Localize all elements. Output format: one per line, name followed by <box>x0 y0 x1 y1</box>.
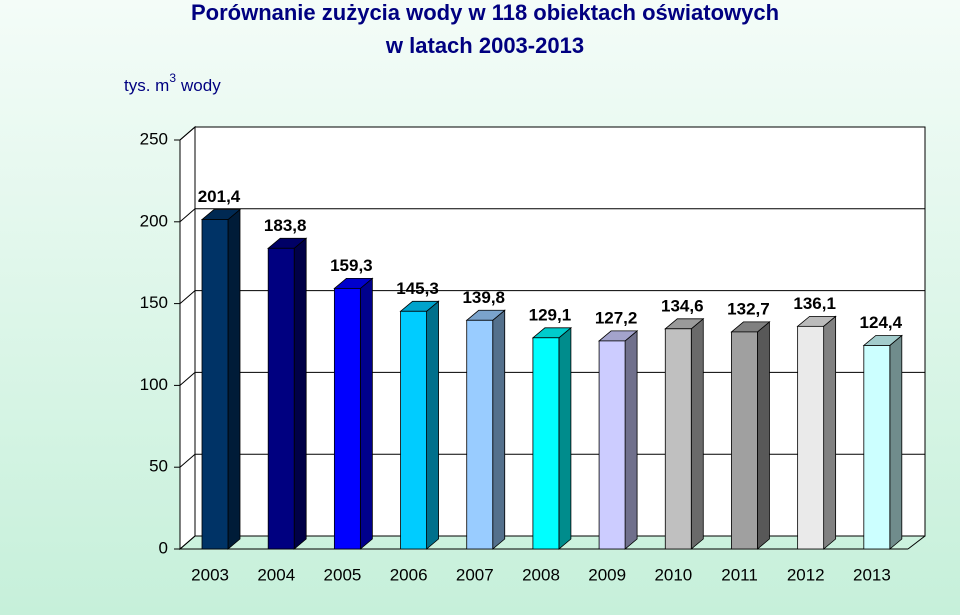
grid-line-side <box>179 453 196 468</box>
value-label: 124,4 <box>860 313 903 332</box>
y-tick-label: 250 <box>140 129 168 148</box>
x-tick-label: 2010 <box>654 565 692 584</box>
bar <box>267 247 295 550</box>
bar <box>598 340 626 550</box>
bar <box>863 345 891 550</box>
x-tick-label: 2006 <box>390 565 428 584</box>
bar <box>400 310 427 550</box>
bar-side <box>227 208 241 550</box>
bar-side <box>359 277 373 550</box>
bar <box>466 319 494 550</box>
y-tick-label: 200 <box>140 211 168 230</box>
x-tick-label: 2011 <box>721 565 758 584</box>
grid-line-side <box>179 290 196 304</box>
bar-side <box>889 334 903 550</box>
bar <box>532 337 560 550</box>
y-label-sup: 3 <box>169 71 176 85</box>
y-label-suffix: wody <box>180 76 221 95</box>
y-label-text: tys. m <box>124 76 169 95</box>
x-tick-label: 2013 <box>853 565 891 584</box>
bar-side <box>757 321 770 550</box>
value-label: 129,1 <box>529 305 572 324</box>
y-tick-label: 0 <box>159 538 168 557</box>
grid-line-side <box>179 208 196 223</box>
bar <box>797 325 825 550</box>
chart-subtitle: w latach 2003-2013 <box>385 33 584 58</box>
bar <box>201 219 229 550</box>
x-tick-label: 2012 <box>787 565 825 584</box>
bar-side <box>492 309 506 550</box>
value-label: 183,8 <box>264 216 307 235</box>
grid-line-side <box>179 126 196 141</box>
bar-side <box>823 315 837 550</box>
value-label: 127,2 <box>595 308 638 327</box>
x-tick-label: 2009 <box>588 565 626 584</box>
x-tick-label: 2007 <box>456 565 494 584</box>
x-tick-label: 2005 <box>324 565 362 584</box>
bar-side <box>293 237 307 550</box>
value-label: 134,6 <box>661 296 704 315</box>
x-tick-label: 2004 <box>257 565 295 584</box>
floor-right <box>907 535 926 550</box>
value-label: 145,3 <box>396 279 439 298</box>
y-axis-label: tys. m3 wody <box>124 71 221 95</box>
bar-side <box>624 330 638 550</box>
value-label: 201,4 <box>198 187 241 206</box>
value-label: 159,3 <box>330 256 373 275</box>
x-tick-label: 2003 <box>191 565 229 584</box>
value-label: 132,7 <box>727 299 770 318</box>
bar-side <box>558 326 572 550</box>
side-wall <box>179 125 196 551</box>
grid-line-side <box>179 372 196 386</box>
bar <box>731 331 758 550</box>
bar <box>333 287 361 550</box>
bar-side <box>426 300 439 550</box>
bar <box>664 328 692 550</box>
y-tick-label: 150 <box>140 293 168 312</box>
y-tick-label: 100 <box>140 375 168 394</box>
y-tick-label: 50 <box>149 457 168 476</box>
value-label: 136,1 <box>793 294 836 313</box>
grid-line-side <box>179 535 196 550</box>
x-tick-label: 2008 <box>522 565 560 584</box>
bar-side <box>690 317 704 550</box>
chart-title: Porównanie zużycia wody w 118 obiektach … <box>191 0 779 25</box>
value-label: 139,8 <box>462 288 505 307</box>
